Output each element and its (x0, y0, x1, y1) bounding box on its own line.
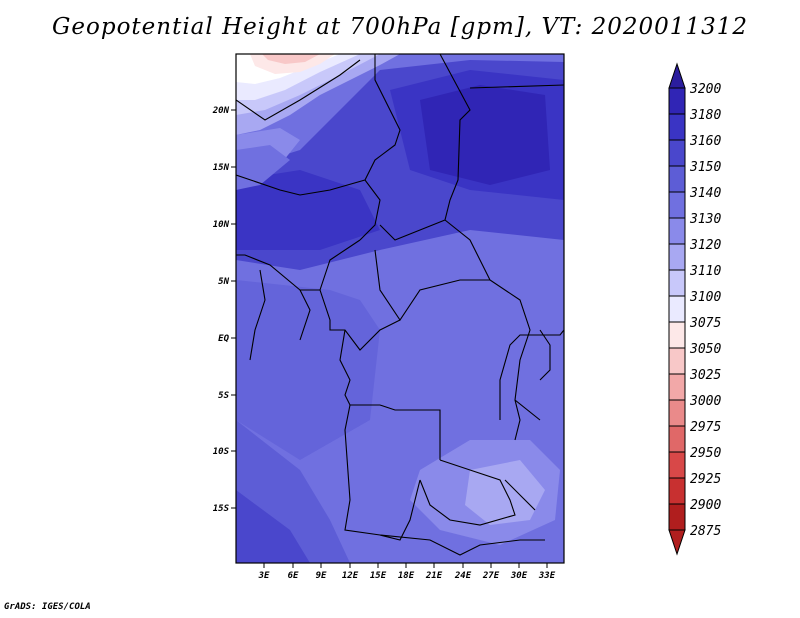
colorbar-level-label: 3000 (689, 394, 721, 409)
colorbar-level-label: 2875 (690, 524, 721, 539)
lat-tick-label: 5N (218, 277, 229, 287)
lat-tick-label: 10S (213, 447, 230, 457)
colorbar-swatch (668, 113, 686, 141)
lon-tick-label: 12E (342, 571, 359, 581)
map-frame (235, 53, 565, 564)
colorbar-swatch (668, 243, 686, 271)
lon-tick-label: 15E (370, 571, 387, 581)
lon-tick-label: 21E (425, 571, 443, 581)
colorbar-level-label: 3100 (689, 290, 721, 305)
lon-tick-label: 30E (510, 571, 528, 581)
colorbar-level-label: 2975 (690, 420, 721, 435)
colorbar-swatch (668, 217, 686, 245)
lat-tick-label: 20N (212, 106, 230, 116)
longitude-axis: 3E 6E 9E 12E 15E 18E 21E 24E 27E 30E 33E (258, 563, 556, 581)
colorbar-swatch (668, 373, 686, 401)
colorbar-swatch (668, 477, 686, 505)
colorbar: 3200 3180 3160 3150 3140 3130 3120 3110 3100 3075… (668, 62, 721, 556)
colorbar-level-label: 2925 (690, 472, 721, 487)
colorbar-level-label: 3200 (689, 82, 721, 97)
colorbar-level-label: 3110 (689, 264, 721, 279)
lon-tick-label: 27E (482, 571, 500, 581)
colorbar-level-label: 3025 (689, 368, 721, 383)
colorbar-level-label: 3180 (689, 108, 721, 123)
colorbar-level-label: 3050 (689, 342, 721, 357)
colorbar-level-label: 3160 (689, 134, 721, 149)
colorbar-level-label: 3130 (689, 212, 721, 227)
colorbar-swatch (668, 503, 686, 531)
colorbar-swatch (668, 425, 686, 453)
colorbar-level-label: 3120 (689, 238, 721, 253)
country-borders (236, 54, 564, 556)
latitude-axis: 20N 15N 10N 5N EQ 5S 10S 15S (212, 106, 236, 514)
colorbar-level-label: 3150 (689, 160, 721, 175)
lon-tick-label: 18E (398, 571, 415, 581)
colorbar-level-label: 2950 (690, 446, 721, 461)
colorbar-swatch (668, 87, 686, 115)
lat-tick-label: 15S (213, 504, 230, 514)
lon-tick-label: 33E (538, 571, 556, 581)
colorbar-level-label: 3075 (689, 316, 721, 331)
colorbar-swatch (668, 295, 686, 323)
colorbar-swatch (668, 347, 686, 375)
colorbar-swatch (668, 269, 686, 297)
colorbar-swatch (668, 321, 686, 349)
lon-tick-label: 6E (288, 571, 299, 581)
colorbar-swatch (668, 451, 686, 479)
colorbar-level-label: 2900 (690, 498, 721, 513)
colorbar-top-arrow (668, 62, 686, 89)
colorbar-level-label: 3140 (689, 186, 721, 201)
colorbar-bottom-arrow (668, 529, 686, 556)
lat-tick-label: EQ (218, 334, 229, 344)
contour-field (236, 54, 564, 563)
chart-title: Geopotential Height at 700hPa [gpm], VT:… (52, 14, 748, 40)
lat-tick-label: 5S (218, 391, 229, 401)
lat-tick-label: 10N (213, 220, 230, 230)
colorbar-swatch (668, 165, 686, 193)
lat-tick-label: 15N (213, 163, 230, 173)
colorbar-swatch (668, 399, 686, 427)
lon-tick-label: 24E (454, 571, 472, 581)
lon-tick-label: 9E (316, 571, 327, 581)
colorbar-swatch (668, 139, 686, 167)
lon-tick-label: 3E (258, 571, 270, 581)
grads-credit: GrADS: IGES/COLA (4, 602, 91, 612)
colorbar-swatch (668, 191, 686, 219)
